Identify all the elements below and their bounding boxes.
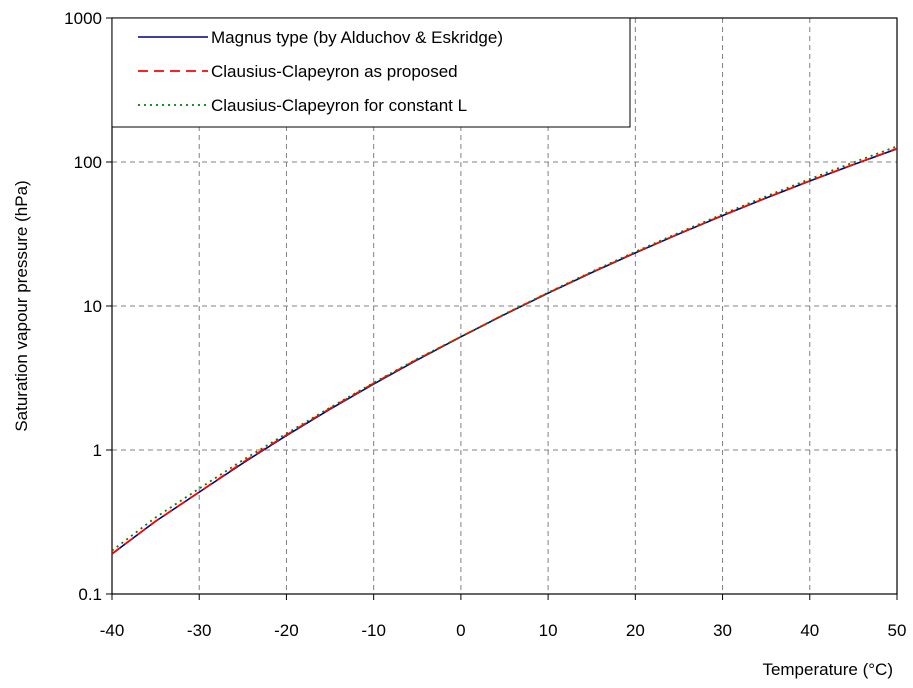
y-tick-label: 10: [83, 297, 102, 316]
legend-label-3: Clausius-Clapeyron for constant L: [211, 96, 467, 115]
legend-box: [111, 17, 631, 128]
x-tick-label: 40: [800, 621, 819, 640]
x-axis-label: Temperature (°C): [762, 660, 893, 679]
x-tick-label: -30: [187, 621, 212, 640]
series-line-3: [111, 145, 898, 552]
series-lines: [111, 145, 898, 555]
y-tick-label: 1000: [64, 9, 102, 28]
y-axis-ticks: 0.1 1 10 100 1000: [64, 9, 112, 604]
legend-label-1: Magnus type (by Alduchov & Eskridge): [211, 28, 503, 47]
x-tick-label: 50: [888, 621, 907, 640]
legend-label-2: Clausius-Clapeyron as proposed: [211, 62, 458, 81]
x-tick-label: -40: [100, 621, 125, 640]
legend: Magnus type (by Alduchov & Eskridge) Clau…: [111, 17, 631, 128]
series-line-1: [111, 148, 898, 555]
x-tick-label: -10: [361, 621, 386, 640]
y-tick-label: 1: [93, 441, 102, 460]
y-axis-label: Saturation vapour pressure (hPa): [12, 180, 31, 431]
x-tick-label: 20: [626, 621, 645, 640]
y-tick-label: 0.1: [78, 585, 102, 604]
x-tick-label: -20: [274, 621, 299, 640]
grid: [112, 18, 897, 594]
y-tick-label: 100: [74, 153, 102, 172]
x-tick-label: 10: [539, 621, 558, 640]
series-line-2: [111, 147, 898, 555]
x-tick-label: 0: [456, 621, 465, 640]
x-axis-ticks: -40 -30 -20 -10 0 10 20 30 40 50: [100, 594, 907, 640]
x-tick-label: 30: [713, 621, 732, 640]
